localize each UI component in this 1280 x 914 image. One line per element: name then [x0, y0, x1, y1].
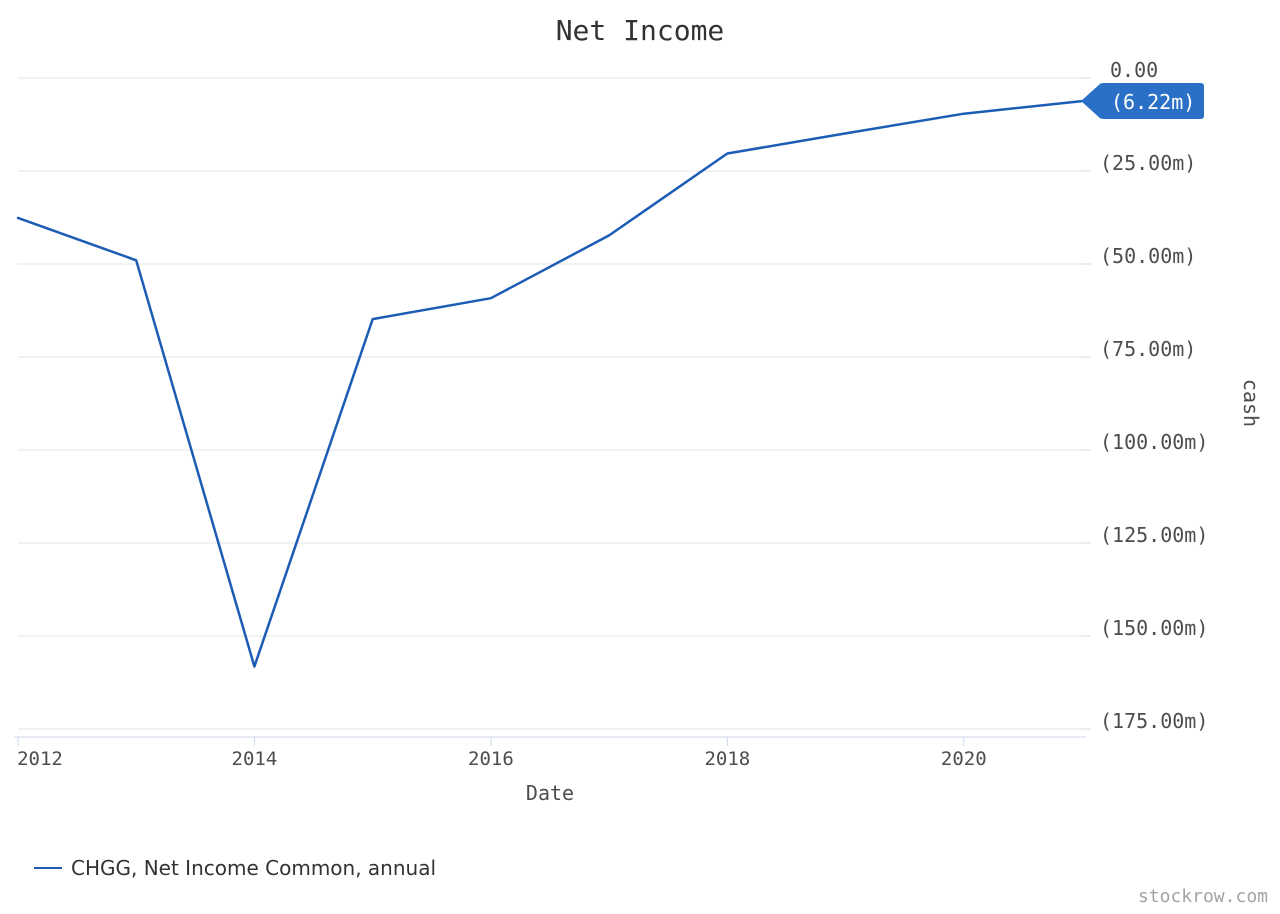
y-axis-title: cash [1239, 379, 1263, 427]
y-tick-label: (75.00m) [1100, 337, 1196, 361]
badge-rect [1100, 83, 1204, 119]
legend-label: CHGG, Net Income Common, annual [71, 856, 437, 880]
last-value-badge: (6.22m) [1081, 83, 1204, 119]
x-axis: 2012 2014 2016 2018 2020 [14, 736, 1086, 770]
series-line-chgg[interactable] [16, 99, 1084, 668]
x-tick-label: 2012 [17, 748, 63, 770]
legend-line-marker [34, 867, 62, 869]
y-tick-label: (50.00m) [1100, 244, 1196, 268]
x-axis-title: Date [526, 781, 574, 805]
watermark: stockrow.com [1137, 886, 1268, 907]
badge-arrow [1081, 83, 1101, 119]
chart-title: Net Income [556, 14, 725, 47]
x-tick-label: 2018 [704, 748, 750, 770]
badge-value-label: (6.22m) [1111, 90, 1195, 114]
y-axis: 0.00 (25.00m) (50.00m) (75.00m) (100.00m) (12… [1082, 58, 1208, 733]
y-tick-label: (100.00m) [1100, 430, 1208, 454]
gridlines [18, 77, 1082, 730]
y-tick-label: 0.00 [1110, 58, 1158, 82]
y-tick-label: (175.00m) [1100, 709, 1208, 733]
chart-canvas: Net Income 0.00 (25.00m) (50.00m) (75.00m) (… [14, 14, 1263, 805]
y-tick-label: (25.00m) [1100, 151, 1196, 175]
x-tick-label: 2016 [468, 748, 514, 770]
y-tick-label: (125.00m) [1100, 523, 1208, 547]
x-tick-label: 2020 [941, 748, 987, 770]
y-tick-label: (150.00m) [1100, 616, 1208, 640]
x-tick-label: 2014 [232, 748, 278, 770]
legend-item-chgg[interactable]: CHGG, Net Income Common, annual [34, 856, 436, 880]
